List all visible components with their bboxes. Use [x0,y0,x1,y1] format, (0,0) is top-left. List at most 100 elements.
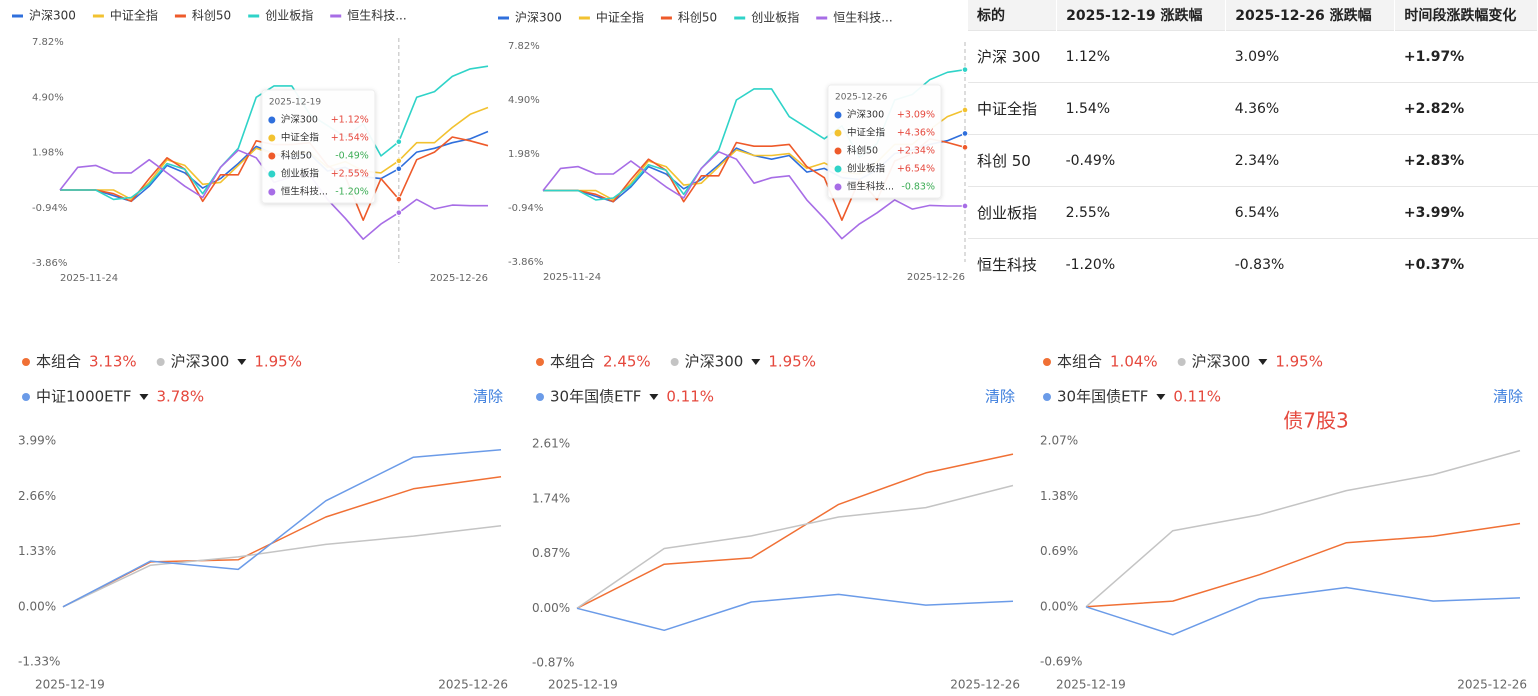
dropdown-arrow[interactable] [237,359,247,365]
series-line [60,65,489,201]
legend-swatch [92,14,104,18]
header-row: 标的 2025-12-19 涨跌幅 2025-12-26 涨跌幅 时间段涨跌幅变化 [968,0,1538,31]
legend-dot [1043,358,1051,366]
series-line [62,475,502,608]
dropdown-arrow[interactable] [1258,359,1268,365]
hover-point [961,144,969,151]
table-cell: 2.34% [1225,134,1395,187]
y-tick-label: 3.99% [18,434,56,448]
x-tick-label: 2025-12-26 [907,272,965,283]
legend-label[interactable]: 沪深300 [1192,353,1251,371]
y-tick-label: 1.74% [532,491,570,505]
legend-swatch [498,16,509,20]
tooltip-date: 2025-12-19 [269,98,322,108]
series-line [576,484,1014,609]
legend-value: 3.78% [156,388,204,406]
legend-label[interactable]: 沪深300 [171,353,230,371]
table-cell: -0.49% [1056,134,1226,187]
header-cell: 2025-12-19 涨跌幅 [1056,0,1227,31]
legend-value: 1.04% [1110,353,1158,371]
dropdown-arrow[interactable] [139,394,149,400]
tooltip-name: 中证全指 [847,127,886,139]
clear-button[interactable]: 清除 [985,388,1015,406]
x-tick-label: 2025-12-19 [548,678,618,692]
legend-label[interactable]: 本组合 [1057,353,1102,371]
table-cell: 中证全指 [968,82,1057,135]
legend-label[interactable]: 创业板指 [751,10,799,25]
legend-dot [1177,358,1186,366]
header-cell: 时间段涨跌幅变化 [1394,0,1538,31]
legend-label[interactable]: 沪深300 [515,11,562,25]
table-row: 沪深 300 1.12% 3.09% +1.97% [968,30,1538,83]
legend-label[interactable]: 科创50 [192,9,231,23]
table-cell: +0.37% [1394,238,1538,283]
dropdown-arrow[interactable] [649,394,659,400]
legend-label[interactable]: 沪深300 [685,353,744,371]
legend-swatch [330,14,342,18]
legend-swatch [578,16,590,20]
table-cell: +3.99% [1394,186,1538,239]
table-row: 科创 50 -0.49% 2.34% +2.83% [968,134,1538,187]
x-tick-label: 2025-12-26 [1457,678,1527,692]
legend-dot [156,358,165,366]
legend-label[interactable]: 科创50 [678,11,717,25]
tooltip-value: +1.54% [331,133,369,144]
legend-label[interactable]: 中证1000ETF [36,388,131,406]
comparison-table: 标的 2025-12-19 涨跌幅 2025-12-26 涨跌幅 时间段涨跌幅变化 沪深… [968,0,1538,283]
tooltip-name: 科创50 [847,145,878,157]
x-tick-label: 2025-12-19 [35,678,105,692]
tooltip-dot [268,116,276,124]
legend-dot [536,393,544,401]
series-line [1085,449,1521,608]
tooltip-dot [834,165,842,173]
legend-label[interactable]: 中证全指 [596,10,644,25]
tooltip-value: +4.36% [897,128,935,139]
legend-label[interactable]: 30年国债ETF [550,388,641,406]
legend-label[interactable]: 沪深300 [29,9,76,23]
series-line [62,524,502,608]
legend-swatch [660,16,672,20]
annotation: 债7股3 [1283,409,1348,433]
y-tick-label: -3.86% [32,258,67,269]
table-cell: 1.54% [1056,82,1226,135]
legend-label[interactable]: 30年国债ETF [1057,388,1148,406]
legend-swatch [12,14,23,18]
y-tick-label: 2.07% [1040,434,1078,448]
x-tick-label: 2025-12-26 [430,273,488,284]
dropdown-arrow[interactable] [751,359,761,365]
x-tick-label: 2025-11-24 [543,272,601,283]
legend-label[interactable]: 恒生科技... [347,9,406,23]
legend-dot [22,358,30,366]
dropdown-arrow[interactable] [1156,394,1166,400]
legend-label[interactable]: 创业板指 [265,8,313,23]
legend-label[interactable]: 中证全指 [110,8,158,23]
y-tick-label: 0.00% [1040,599,1078,613]
table-cell: +1.97% [1394,30,1538,83]
tooltip-name: 恒生科技... [281,186,328,198]
tooltip-value: +6.54% [897,164,935,175]
x-tick-label: 2025-12-19 [1056,678,1126,692]
table-cell: 4.36% [1225,82,1395,135]
tooltip [261,89,376,204]
tooltip-name: 中证全指 [281,132,320,144]
table-row: 中证全指 1.54% 4.36% +2.82% [968,82,1538,135]
tooltip-dot [268,170,276,178]
tooltip-value: -1.20% [335,187,369,198]
y-tick-label: 0.00% [18,599,56,613]
clear-button[interactable]: 清除 [1493,388,1523,406]
legend-swatch [248,14,260,18]
legend-label[interactable]: 本组合 [550,353,595,371]
clear-button[interactable]: 清除 [473,388,503,406]
y-tick-label: 1.98% [508,149,540,160]
x-tick-label: 2025-12-26 [950,678,1020,692]
y-tick-label: -0.87% [532,656,574,670]
tooltip-value: -0.49% [335,151,369,162]
y-tick-label: -0.69% [1040,655,1082,669]
legend-dot [1043,393,1051,401]
legend-label[interactable]: 恒生科技... [833,11,892,25]
legend-dot [536,358,544,366]
table-cell: 1.12% [1056,30,1226,83]
hover-point [961,202,969,210]
legend-label[interactable]: 本组合 [36,353,81,371]
legend-value: 1.95% [254,353,302,371]
